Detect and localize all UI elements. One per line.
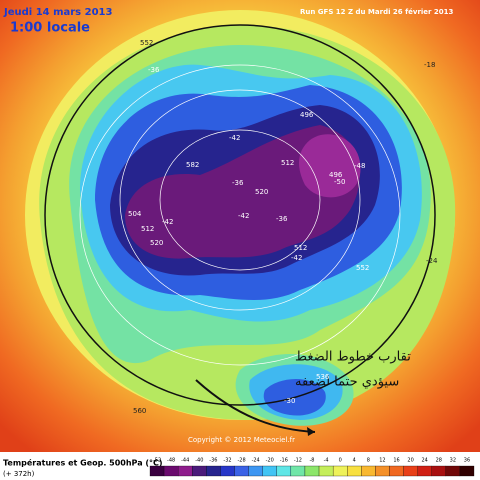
contour-label: -30 [284,397,295,405]
colorbar-swatch [304,465,320,477]
contour-label: 496 [329,171,343,179]
zone-magenta [298,134,361,198]
colorbar-label: 12 [379,458,385,464]
colorbar-swatch [206,465,221,477]
copyright: Copyright © 2012 Meteociel.fr [188,436,295,444]
colorbar-swatch [318,465,334,477]
arrow [195,379,316,433]
colorbar-swatch [276,465,292,477]
colorbar-label: 20 [407,458,413,464]
colorbar-swatch [403,465,418,477]
colorbar-label: -16 [280,458,288,464]
colorbar-swatch [332,465,348,477]
contour-line [44,24,436,406]
contour-label: -36 [232,179,244,187]
contour-label: 512 [141,225,154,233]
contour-label: -48 [354,162,365,170]
colorbar-swatch [248,465,263,477]
contour-label: -50 [334,178,345,186]
footer-lead: (+ 372h) [3,470,35,478]
colorbar-label: -44 [181,458,189,464]
colorbar-label: -24 [252,458,260,464]
arrow-head [307,427,315,436]
contour-label: 582 [186,161,199,169]
colorbar-swatch [262,465,277,477]
contour-line [119,89,361,311]
colorbar-label: 32 [450,458,456,464]
colorbar-swatch [445,465,461,477]
colorbar-swatch [417,465,432,477]
contour-label: 512 [281,159,294,167]
contour-label: 560 [133,407,146,415]
colorbar-label: 36 [464,458,470,464]
colorbar-swatch [347,465,362,477]
colorbar-label: -32 [223,458,231,464]
annotation: سيؤدي حتما لضعفه [295,375,399,390]
colorbar-swatch [375,465,390,477]
colorbar-label: 24 [422,458,428,464]
colorbar-swatch [389,465,404,477]
colorbar-swatch [459,465,475,477]
contour-label: 552 [356,264,369,272]
colorbar-label: 16 [393,458,399,464]
colorbar-swatch [431,465,446,477]
colorbar-label: 0 [339,458,342,464]
contour-label: -18 [424,61,435,69]
colorbar-label: -48 [167,458,175,464]
contour-label: 504 [128,210,142,218]
contour-label: 520 [150,239,163,247]
colorbar-label: -4 [324,458,329,464]
colorbar-label: -40 [195,458,203,464]
colorbar-swatch [361,465,376,477]
contour-label: 512 [294,244,307,252]
contour-label: -36 [148,66,160,74]
contour-label: -42 [238,212,249,220]
contour-label: 496 [300,111,314,119]
contour-labels: 552 -36 -42 582 -36 520 512 -42 -36 504 … [128,39,438,415]
colorbar-swatch [234,465,249,477]
contour-label: -42 [162,218,173,226]
colorbar-label: 8 [367,458,370,464]
colorbar-label: -12 [294,458,302,464]
run: Run GFS 12 Z du Mardi 26 février 2013 [300,8,454,16]
contour-label: -36 [276,215,288,223]
contour-line [79,64,401,366]
contour-label: 552 [140,39,153,47]
annotation: تقارب خطوط الضغط [295,350,411,365]
contour-label: 520 [255,188,268,196]
colorbar-swatch [290,465,306,477]
colorbar-swatch [192,465,207,477]
colorbar-label: -28 [237,458,245,464]
colorbar-swatch [178,465,193,477]
contour-label: -42 [229,134,240,142]
colorbar-label: -36 [209,458,217,464]
date: Jeudi 14 mars 2013 [3,7,112,18]
contour-line [159,129,321,271]
colorbar-label: 4 [353,458,356,464]
contour-label: 536 [316,373,330,381]
colorbar-label: -52 [153,458,161,464]
colorbar-label: 28 [436,458,442,464]
footer-title: Températures et Geop. 500hPa (°C) [3,458,163,468]
time: 1:00 locale [10,21,90,36]
contour-label: -42 [291,254,302,262]
colorbar-swatch [149,465,165,477]
colorbar-swatch [220,465,235,477]
colorbar-label: -8 [310,458,315,464]
colorbar: -52 -48 -44 -40 -36 -32 -28 -24 -20 -16 -12 -8 -4 0 4 8… [149,458,475,477]
colorbar-swatch [163,465,179,477]
contour-label: -24 [426,257,438,265]
colorbar-label: -20 [266,458,274,464]
